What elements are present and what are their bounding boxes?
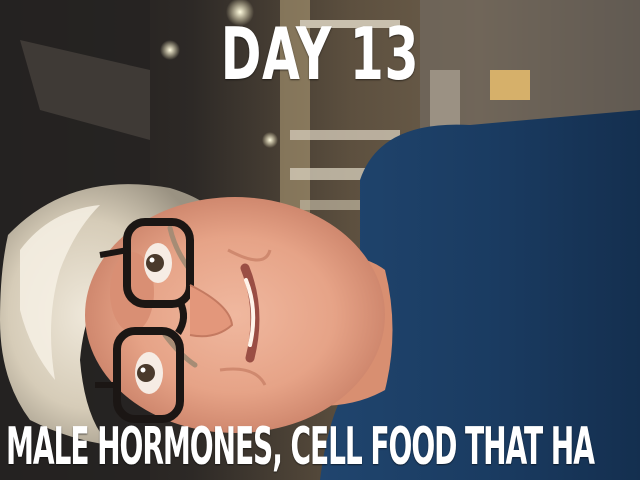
selfie-photo [0, 0, 640, 480]
photo-frame: DAY 13 MALE HORMONES, CELL FOOD THAT HA [0, 0, 640, 480]
